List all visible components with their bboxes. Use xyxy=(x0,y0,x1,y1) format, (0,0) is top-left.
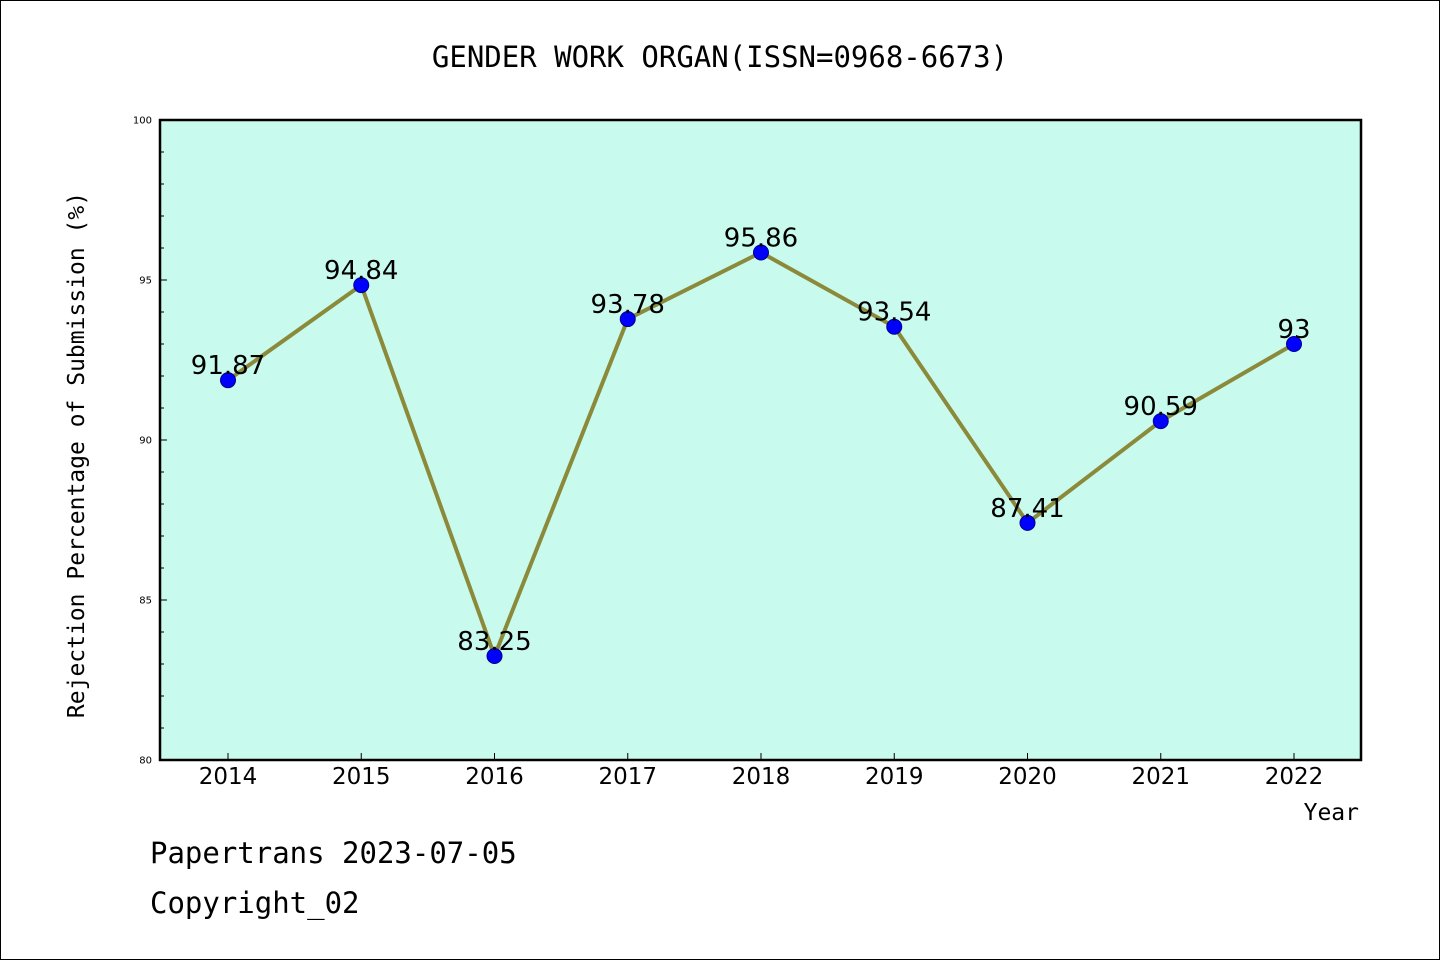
data-point xyxy=(1286,336,1302,352)
x-axis-label: Year xyxy=(1304,800,1359,826)
y-tick-label: 95 xyxy=(139,276,152,287)
data-label: 93.78 xyxy=(591,290,665,320)
data-label: 93 xyxy=(1277,315,1310,345)
data-point xyxy=(220,372,236,389)
data-point xyxy=(619,311,636,328)
y-tick-label: 90 xyxy=(139,436,152,447)
x-tick-label: 2022 xyxy=(1265,764,1324,790)
footer-copyright: Copyright_02 xyxy=(150,886,360,920)
footer-date: Papertrans 2023-07-05 xyxy=(150,836,517,870)
y-tick-label: 100 xyxy=(133,116,152,127)
data-point xyxy=(1019,514,1036,531)
x-tick-label: 2018 xyxy=(732,764,791,790)
x-axis-ticks: 2014 2015 2016 2017 2018 2019 2020 2021 2022 xyxy=(199,753,1324,790)
x-tick-label: 2017 xyxy=(598,764,657,790)
chart-title: GENDER WORK ORGAN(ISSN=0968-6673) xyxy=(432,40,1008,74)
data-point xyxy=(886,318,903,335)
data-point xyxy=(1152,413,1169,430)
data-label: 95.86 xyxy=(724,223,798,253)
data-label: 90.59 xyxy=(1124,392,1198,422)
y-tick-label: 85 xyxy=(139,596,152,607)
data-label: 94.84 xyxy=(324,256,398,286)
series-group xyxy=(220,244,1302,664)
data-label: 91.87 xyxy=(191,351,265,381)
x-tick-label: 2016 xyxy=(465,764,524,790)
data-label: 93.54 xyxy=(857,298,931,328)
data-point xyxy=(486,648,503,664)
x-tick-label: 2019 xyxy=(865,764,924,790)
plot-border xyxy=(158,118,1363,762)
x-tick-label: 2015 xyxy=(332,764,391,790)
data-point xyxy=(353,277,370,294)
x-tick-label: 2014 xyxy=(199,764,258,790)
x-tick-label: 2021 xyxy=(1131,764,1190,790)
data-point xyxy=(753,244,769,261)
y-tick-label: 80 xyxy=(139,756,152,767)
plot-area xyxy=(160,120,1361,760)
data-label: 87.41 xyxy=(990,494,1064,524)
y-axis-label: Rejection Percentage of Submission (%) xyxy=(64,192,90,718)
x-tick-label: 2020 xyxy=(998,764,1057,790)
data-label: 83.25 xyxy=(457,627,531,657)
data-labels-group: 91.87 94.84 83.25 93.78 95.86 93.54 87.41 90.59… xyxy=(191,223,1311,657)
